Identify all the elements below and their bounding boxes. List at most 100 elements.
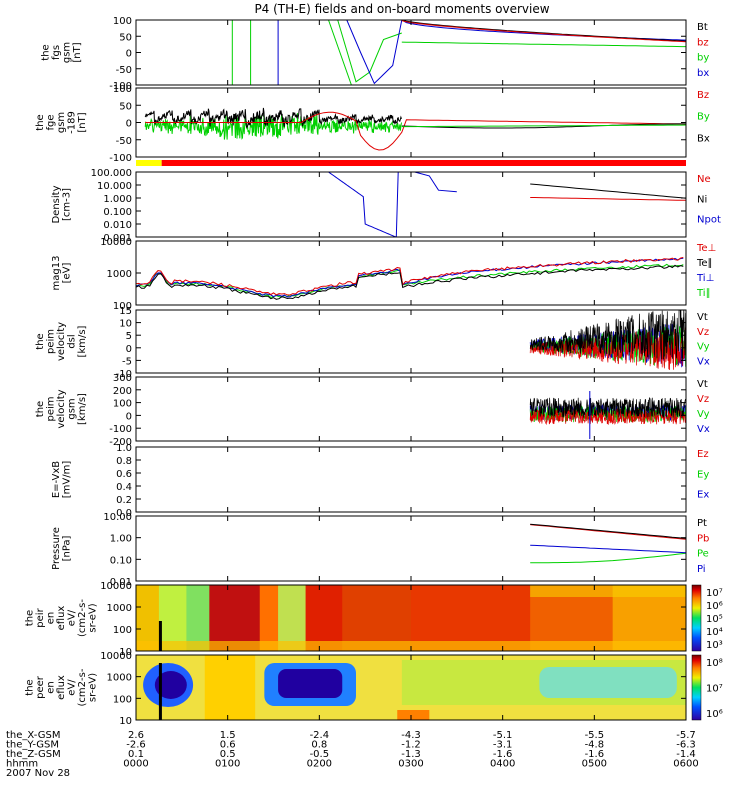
spectrogram-band [186,585,210,651]
ytick-label: 10 [119,647,132,658]
ytick-label: -100 [109,153,132,164]
ytick-label: 0.01 [110,577,132,588]
ytick-label: 0.100 [103,207,132,218]
xaxis-value: -2.4 [310,730,330,741]
spectrogram-band [204,655,256,720]
panel-density: Density [cm-3] 100.000 10.000 1.000 0.100 0.01… [51,168,721,244]
ytick-label: 10.00 [103,512,132,523]
ytick-label: 1000 [107,673,132,684]
ylabel-line: peim [46,396,57,421]
xaxis-value: -5.7 [676,730,696,741]
panel-efield: E=-VxB [mV/m] 1.0 0.8 0.6 0.4 0.2 0.0 Ez Ey Ex [51,443,710,519]
ylabel-line: peir [35,607,46,627]
colorbar [691,654,702,721]
ylabel-line: -189 [67,111,78,134]
panel-pressure-ylabel: Pressure [nPa] [51,527,73,570]
xaxis-value: -3.1 [493,740,513,751]
ytick-label: 1000 [107,603,132,614]
ylabel-line: eflux [56,606,67,631]
ylabel-line: Pressure [51,527,62,570]
xaxis-value: 2.6 [128,730,144,741]
ytick-label: 0.001 [103,233,132,244]
ylabel-line: (cm2-s- [77,668,88,706]
series-pi [530,544,686,554]
ytick-label: 1000 [107,269,132,280]
ylabel-line: [cm-3] [61,188,72,221]
series-ti-perp [136,257,684,298]
panel-frame [135,171,687,238]
ytick-label: 100 [113,399,132,410]
xaxis-row-label: the_Z-GSM [6,749,61,760]
legend-density-0: Ne [697,174,711,185]
legend-fge-1: By [697,112,710,123]
panel-efield-ylabel: E=-VxB [mV/m] [51,461,73,499]
xaxis-value: 0.1 [128,749,144,760]
colorbar-label: 10⁶ [706,709,723,720]
panel-peem-data [529,391,686,439]
panel-density-data [328,172,686,237]
legend-fgs-0: Bt [697,22,708,33]
ytick-label: 50 [119,101,132,112]
series-bt [401,20,686,42]
ylabel-line: gsm [56,112,67,133]
xaxis-value: 0300 [398,759,423,770]
panel-frame [135,240,687,306]
ytick-label: -50 [116,65,132,76]
date-label: 2007 Nov 28 [6,768,70,779]
ytick-label: 100 [113,625,132,636]
spectrogram-blob-core [154,671,187,699]
legend-density-2: Npot [697,215,721,226]
panel-temp: mag13 [eV] 10000 1000 100 Te⊥ Te∥ Ti⊥ Ti∥ [51,237,717,312]
ylabel-line: the [25,610,36,626]
ytick-label: 0.8 [116,456,132,467]
ylabel-line: [eV] [61,263,72,284]
ytick-label: 10 [119,716,132,727]
legend-pressure-1: Pb [697,533,709,544]
ytick-label: 0.010 [103,220,132,231]
ylabel-line: mag13 [51,256,62,291]
series-te-perp [136,256,684,296]
xaxis-value: 0100 [215,759,240,770]
panel-fgs-ylabel: the fgs gsm [nT] [40,42,83,63]
series-bx-late [401,123,686,129]
ylabel-line: Density [51,185,62,223]
series-bz [145,111,686,151]
ytick-label: -50 [116,136,132,147]
spectrogram-band [209,585,261,651]
ylabel-line: sr-eV) [88,673,99,702]
series-by [328,20,352,85]
ylabel-line: peim [46,329,57,354]
series-ne [530,197,686,201]
colorbar-label: 10³ [706,640,723,651]
series-vz [529,327,686,371]
legend-fgs-1: bz [697,37,709,48]
series-bx [401,20,686,41]
ytick-label: 10000 [100,581,132,592]
series-npot [328,172,457,237]
panel-pressure-data [530,523,686,564]
xaxis-value: -1.2 [401,740,421,751]
spectrogram-band [342,585,412,651]
xaxis-value: -5.1 [493,730,513,741]
panel-peim: the peim velocity dsl [km/s] 15 105 0-5 -10 Vt Vz V… [35,306,710,380]
xaxis-row-label: the_Y-GSM [6,740,59,751]
legend-fgs-3: bx [697,68,709,79]
panel-fge: the fge gsm -189 [nT] 100 50 0 -50 -100 Bz By Bx [35,84,710,166]
panel-peer-data [136,655,686,720]
colorbar-label: 10⁷ [706,684,723,695]
ylabel-line: gsm [61,42,72,63]
series-by [401,41,686,48]
xaxis-value: -5.5 [585,730,605,741]
series-vt [529,397,686,418]
xaxis-value: 0500 [582,759,607,770]
series-bz [401,20,686,43]
xaxis-value: -1.4 [676,749,696,760]
ylabel-line: eV/ [67,679,78,696]
legend-peim-1: Vz [697,327,709,338]
colorbar-label: 10⁸ [706,658,723,669]
legend-efield-2: Ex [697,490,709,501]
data-gap-marker [158,663,162,720]
legend-peem-0: Vt [697,379,708,390]
ytick-label: 0 [126,119,132,130]
xaxis-value: 1.5 [220,730,236,741]
